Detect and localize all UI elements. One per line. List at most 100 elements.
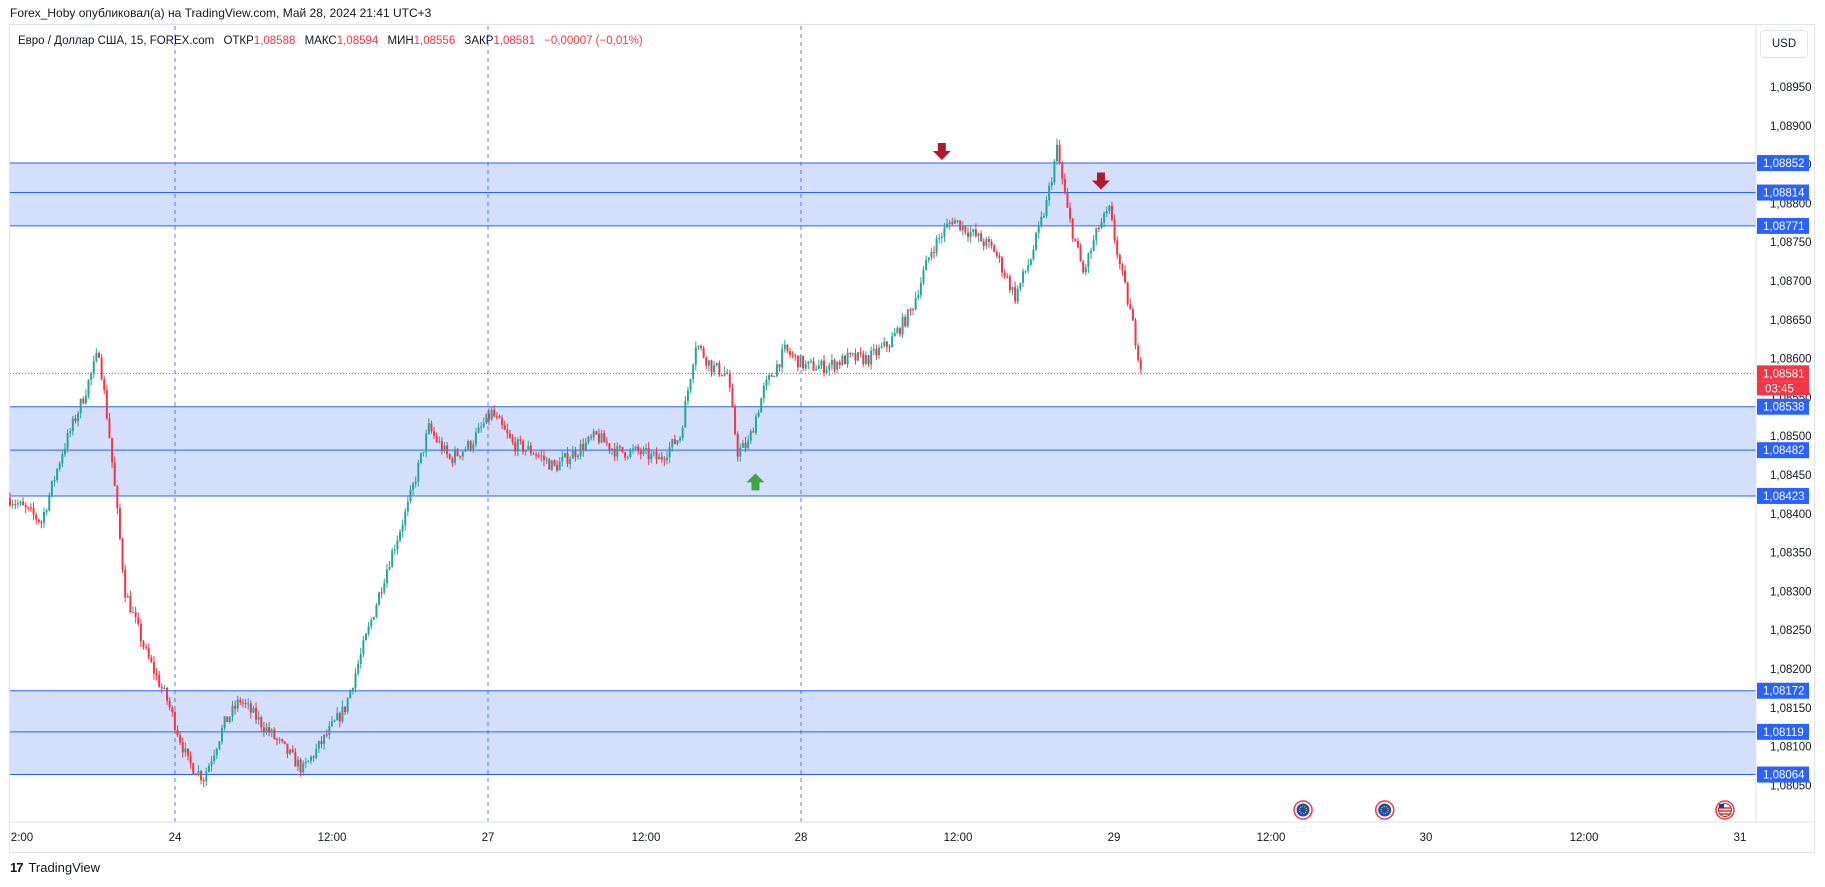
candle-body: [707, 360, 710, 366]
candle-body: [1139, 359, 1142, 370]
open-value: 1,08588: [253, 35, 296, 47]
candle-body: [940, 236, 943, 238]
candle-body: [218, 741, 221, 749]
candle-body: [124, 569, 127, 598]
candle-body: [262, 727, 265, 732]
level-tag[interactable]: [1757, 155, 1809, 172]
candle-body: [231, 705, 234, 717]
candle-body: [320, 740, 323, 745]
candle-body: [404, 511, 407, 526]
candle-body: [1048, 185, 1051, 201]
candle-body: [29, 507, 32, 509]
candle-body: [459, 455, 462, 457]
candle-body: [32, 507, 35, 515]
time-tick-label: 28: [795, 832, 808, 844]
candle-body: [870, 350, 873, 365]
candle-body: [723, 372, 726, 376]
close-value: 1,08581: [493, 35, 535, 47]
candle-body: [775, 364, 778, 377]
candle-body: [244, 703, 247, 705]
candle-body: [19, 501, 22, 504]
candle-body: [90, 372, 93, 381]
level-tag[interactable]: [1757, 682, 1809, 699]
eu-flag-icon[interactable]: [1378, 803, 1392, 817]
candle-body: [878, 347, 881, 356]
support-resistance-zone[interactable]: [10, 163, 1756, 226]
level-tag[interactable]: [1757, 184, 1809, 201]
down-arrow-icon[interactable]: [1091, 172, 1110, 190]
candle-body: [346, 698, 349, 713]
candle-body: [333, 720, 336, 722]
close-label: ЗАКР: [464, 35, 494, 47]
candle-body: [726, 372, 729, 374]
down-arrow-icon[interactable]: [932, 142, 951, 160]
candle-body: [922, 270, 925, 283]
candle-body: [768, 375, 771, 380]
candle-body: [469, 441, 472, 450]
candle-body: [372, 617, 375, 620]
candle-body: [757, 412, 760, 417]
candle-body: [506, 429, 509, 434]
candle-body: [56, 468, 59, 481]
price-tick-label: 1,08250: [1770, 625, 1812, 637]
candle-body: [396, 540, 399, 550]
candle-body: [516, 439, 519, 452]
eu-flag-icon[interactable]: [1296, 803, 1310, 817]
candle-body: [812, 361, 815, 371]
candle-body: [967, 232, 970, 237]
candle-body: [904, 316, 907, 327]
candle-body: [571, 450, 574, 459]
support-resistance-zone[interactable]: [10, 406, 1756, 496]
candle-body: [380, 592, 383, 594]
countdown-text: 03:45: [1765, 383, 1794, 395]
candle-body: [113, 462, 116, 487]
candle-body: [1040, 216, 1043, 226]
candle-body: [265, 727, 268, 732]
candle-body: [234, 705, 237, 709]
candle-body: [846, 352, 849, 365]
time-tick-label: 12:00: [632, 832, 661, 844]
level-tag[interactable]: [1757, 487, 1809, 504]
eu-stars-icon: [1380, 806, 1389, 814]
symbol-name[interactable]: Евро / Доллар США, 15, FOREX.com: [18, 35, 215, 47]
level-tag[interactable]: [1757, 442, 1809, 459]
candle-body: [315, 748, 318, 758]
candle-body: [202, 780, 205, 782]
candle-body: [969, 231, 972, 237]
candle-body: [532, 453, 535, 455]
candle-body: [296, 759, 299, 767]
candle-body: [603, 433, 606, 443]
candle-body: [176, 729, 179, 736]
candle-body: [438, 441, 441, 443]
candle-body: [579, 444, 582, 456]
candle-body: [1021, 271, 1024, 283]
candle-body: [854, 353, 857, 361]
candle-body: [961, 225, 964, 231]
candle-body: [857, 352, 860, 361]
candle-body: [898, 328, 901, 335]
last-price-tag[interactable]: [1757, 365, 1809, 382]
candle-body: [799, 355, 802, 368]
candle-body: [590, 436, 593, 438]
tradingview-footer[interactable]: 17 TradingView: [10, 860, 100, 875]
candle-body: [341, 706, 344, 722]
candle-body: [938, 237, 941, 239]
candle-body: [401, 525, 404, 532]
candle-body: [1027, 264, 1030, 271]
candle-body: [433, 431, 436, 436]
candle-body: [569, 458, 572, 464]
level-tag[interactable]: [1757, 766, 1809, 783]
candle-body: [563, 453, 566, 457]
level-tag[interactable]: [1757, 723, 1809, 740]
up-arrow-icon[interactable]: [746, 473, 765, 491]
level-tag[interactable]: [1757, 217, 1809, 234]
currency-button[interactable]: USD: [1760, 30, 1808, 58]
candle-body: [132, 612, 135, 614]
level-tag[interactable]: [1757, 398, 1809, 415]
candle-body: [550, 460, 553, 470]
candle-body: [574, 450, 577, 458]
candle-body: [1011, 287, 1014, 291]
candle-body: [490, 409, 493, 420]
candle-body: [304, 762, 307, 764]
